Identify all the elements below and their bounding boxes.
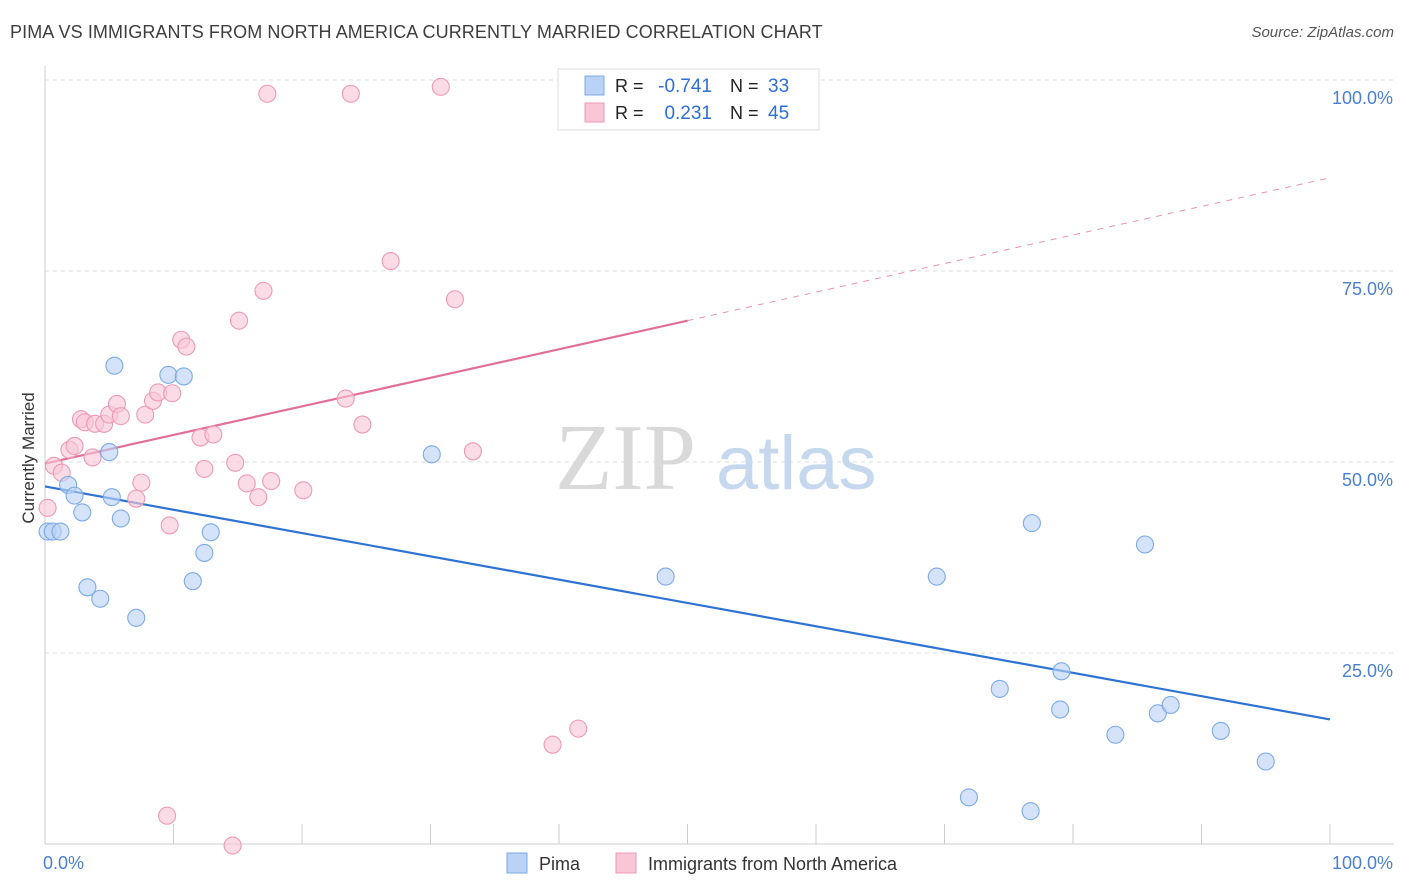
data-point-immigrants — [127, 489, 146, 508]
y-tick-label: 75.0% — [1342, 279, 1393, 299]
data-point-immigrants — [223, 836, 242, 855]
data-point-immigrants — [445, 290, 464, 309]
data-point-immigrants — [177, 337, 196, 356]
data-point-immigrants — [132, 473, 151, 492]
data-point-pima — [990, 679, 1009, 698]
data-point-immigrants — [38, 498, 57, 517]
data-point-immigrants — [341, 84, 360, 103]
y-tick-label: 50.0% — [1342, 470, 1393, 490]
data-point-immigrants — [195, 459, 214, 478]
data-point-pima — [1052, 662, 1071, 681]
data-point-immigrants — [136, 405, 155, 424]
data-point-immigrants — [353, 415, 372, 434]
stats-r-value: -0.741 — [658, 76, 712, 97]
grid-layer — [45, 79, 1394, 654]
watermark-zip: ZIP — [555, 406, 696, 510]
stats-r-label: R = — [615, 76, 644, 96]
data-point-immigrants — [463, 442, 482, 461]
data-point-pima — [1021, 802, 1040, 821]
data-point-immigrants — [258, 84, 277, 103]
data-point-pima — [65, 486, 84, 505]
data-point-pima — [195, 543, 214, 562]
data-point-pima — [183, 572, 202, 591]
stats-n-label: N = — [730, 76, 759, 96]
data-point-immigrants — [158, 806, 177, 825]
data-point-pima — [159, 365, 178, 384]
data-point-pima — [927, 567, 946, 586]
stats-n-label: N = — [730, 103, 759, 123]
data-point-immigrants — [254, 281, 273, 300]
stats-n-value: 33 — [768, 76, 789, 97]
data-point-pima — [1211, 721, 1230, 740]
stats-swatch-immigrants — [584, 102, 605, 123]
data-point-immigrants — [204, 425, 223, 444]
data-point-pima — [1022, 514, 1041, 533]
stats-swatch-pima — [584, 75, 605, 96]
data-point-immigrants — [262, 472, 281, 491]
data-point-pima — [1161, 695, 1180, 715]
data-point-pima — [1148, 704, 1167, 723]
legend-swatch-pima — [506, 852, 528, 874]
y-tick-label: 25.0% — [1342, 661, 1393, 681]
points-layer — [38, 77, 1275, 855]
tick-label-layer: 25.0% 50.0% 75.0% 100.0% 0.0% 100.0% — [43, 88, 1393, 873]
data-point-pima — [105, 356, 124, 375]
data-point-pima — [959, 788, 978, 807]
data-point-pima — [91, 589, 110, 608]
data-point-immigrants — [237, 474, 256, 493]
data-point-pima — [1051, 700, 1070, 719]
data-point-pima — [1256, 752, 1275, 771]
data-point-immigrants — [111, 407, 130, 426]
data-point-immigrants — [336, 389, 355, 408]
data-point-pima — [100, 443, 119, 462]
data-point-immigrants — [226, 453, 245, 472]
y-axis-label: Currently Married — [19, 392, 38, 523]
data-point-immigrants — [543, 735, 562, 754]
data-point-pima — [656, 567, 675, 586]
data-point-pima — [127, 608, 146, 627]
trend-line-pima — [44, 485, 1331, 721]
data-point-immigrants — [163, 384, 182, 403]
trend-line-immigrants — [687, 177, 1331, 322]
data-point-pima — [1106, 725, 1125, 744]
legend-label-immigrants: Immigrants from North America — [648, 854, 898, 874]
data-point-pima — [201, 523, 220, 542]
data-point-pima — [51, 522, 70, 541]
watermark-atlas: atlas — [716, 421, 877, 506]
x-tick-label: 100.0% — [1332, 853, 1393, 873]
stats-r-label: R = — [615, 103, 644, 123]
data-point-pima — [73, 503, 92, 522]
data-point-pima — [111, 509, 130, 528]
trend-line-immigrants — [44, 319, 688, 465]
x-tick-label: 0.0% — [43, 853, 84, 873]
data-point-pima — [174, 367, 193, 386]
data-point-immigrants — [249, 488, 268, 507]
stats-n-value: 45 — [768, 103, 789, 124]
data-point-immigrants — [83, 448, 102, 467]
data-point-immigrants — [65, 436, 84, 456]
axes-layer — [44, 66, 1394, 845]
data-point-pima — [1135, 535, 1155, 554]
series-legend: Pima Immigrants from North America — [506, 852, 898, 874]
trend-layer — [44, 177, 1331, 721]
data-point-immigrants — [569, 719, 588, 738]
stats-r-value: 0.231 — [664, 103, 712, 124]
data-point-immigrants — [431, 77, 450, 96]
source-label: Source: ZipAtlas.com — [1251, 24, 1394, 41]
legend-swatch-immigrants — [615, 852, 637, 874]
data-point-pima — [78, 578, 97, 597]
data-point-pima — [422, 445, 441, 464]
data-point-immigrants — [294, 481, 313, 500]
legend-label-pima: Pima — [539, 854, 581, 874]
watermark: ZIP atlas — [555, 406, 877, 510]
data-point-immigrants — [160, 516, 179, 535]
stats-legend: R = -0.741 N = 33 R = 0.231 N = 45 — [557, 68, 820, 131]
chart-title: PIMA VS IMMIGRANTS FROM NORTH AMERICA CU… — [10, 22, 823, 42]
data-point-immigrants — [381, 252, 400, 271]
y-tick-label: 100.0% — [1332, 88, 1393, 108]
data-point-pima — [102, 488, 121, 507]
data-point-immigrants — [229, 311, 249, 330]
